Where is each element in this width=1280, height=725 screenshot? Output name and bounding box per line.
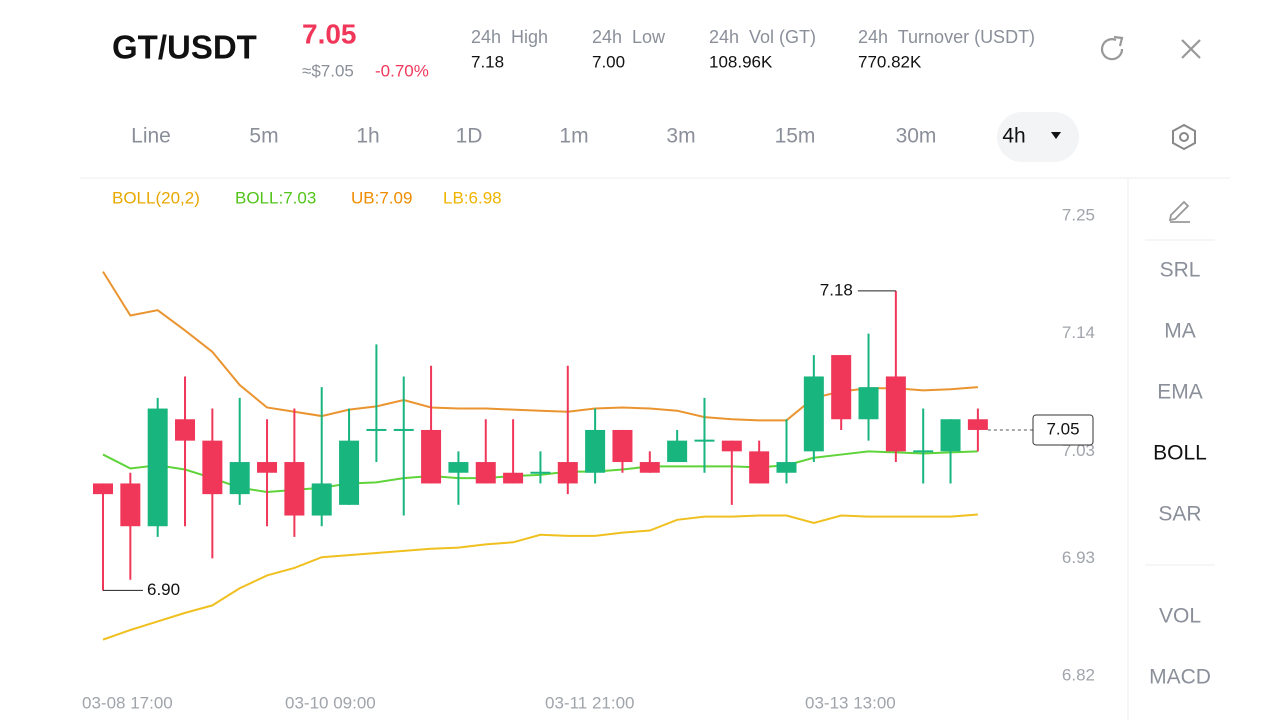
candle-body <box>202 440 223 495</box>
candle-body <box>229 462 250 495</box>
stat-label: 24h Vol (GT) <box>709 27 816 47</box>
legend-item: BOLL:7.03 <box>235 188 316 207</box>
y-tick-label: 6.82 <box>1062 665 1095 684</box>
y-tick-label: 7.14 <box>1062 323 1095 342</box>
x-tick-label: 03-08 17:00 <box>82 693 173 712</box>
stat-value: 108.96K <box>709 52 773 71</box>
candle-body <box>803 376 824 452</box>
candle-body <box>776 462 797 473</box>
timeframe[interactable]: 4h <box>1002 125 1025 148</box>
tool[interactable]: SRL <box>1160 259 1201 282</box>
timeframe[interactable]: 15m <box>775 125 816 148</box>
tool[interactable]: SAR <box>1158 503 1201 526</box>
x-tick-label: 03-11 21:00 <box>545 693 634 712</box>
candle-body <box>257 462 278 473</box>
candle-body <box>885 376 906 452</box>
last-price-box <box>1032 414 1094 446</box>
low-label: 6.90 <box>147 580 180 599</box>
band-line <box>102 513 978 641</box>
candle-body <box>530 471 551 474</box>
candle-body <box>967 419 988 430</box>
tool[interactable]: EMA <box>1157 381 1203 404</box>
candle-body <box>421 429 442 484</box>
price: 7.05 <box>302 18 357 49</box>
stat-label: 24h High <box>471 27 548 47</box>
candle-body <box>858 387 879 420</box>
stat-value: 7.18 <box>471 52 504 71</box>
stat-label: 24h Turnover (USDT) <box>858 27 1035 47</box>
candle-body <box>831 355 852 420</box>
candle-body <box>175 419 196 441</box>
candle-body <box>475 462 496 484</box>
candle-body <box>721 440 742 452</box>
change: -0.70% <box>375 61 429 80</box>
tool[interactable]: VOL <box>1159 605 1201 628</box>
tool[interactable]: MA <box>1164 320 1196 343</box>
timeframe[interactable]: 1h <box>356 125 379 148</box>
timeframe[interactable]: 3m <box>666 125 695 148</box>
candle-body <box>503 472 524 484</box>
timeframe[interactable]: 1D <box>456 125 483 148</box>
candle-body <box>667 440 688 463</box>
last-price-label: 7.05 <box>1046 419 1079 438</box>
tool[interactable]: MACD <box>1149 666 1211 689</box>
plot: 7.18 6.90 <box>93 271 988 641</box>
candle-body <box>913 450 934 453</box>
candle-body <box>311 483 332 516</box>
x-tick-label: 03-13 13:00 <box>805 693 896 712</box>
dropdown-arrow <box>1051 132 1061 139</box>
active-pill <box>997 112 1079 162</box>
close-icon[interactable] <box>1181 39 1201 59</box>
y-tick-label: 6.93 <box>1062 548 1095 567</box>
candle-body <box>612 429 633 463</box>
y-tick-label: 7.03 <box>1062 441 1095 460</box>
refresh-icon[interactable] <box>1100 35 1124 61</box>
legend-item: BOLL(20,2) <box>112 188 200 207</box>
settings-icon[interactable] <box>1172 123 1196 151</box>
timeframe[interactable]: Line <box>131 125 171 148</box>
stat-value: 770.82K <box>858 52 922 71</box>
candle-body <box>339 440 360 505</box>
x-tick-label: 03-10 09:00 <box>285 693 376 712</box>
candle-body <box>448 462 469 473</box>
candle-body <box>557 462 578 484</box>
high-label: 7.18 <box>820 280 853 299</box>
legend-item: LB:6.98 <box>443 188 502 207</box>
pair: GT/USDT <box>112 29 257 66</box>
y-tick-label: 7.25 <box>1062 205 1095 224</box>
candle-body <box>147 408 168 527</box>
draw-icon[interactable] <box>1168 200 1190 223</box>
candle-body <box>749 451 770 484</box>
candle-body <box>366 428 387 431</box>
candle-body <box>940 419 961 452</box>
usd-price: ≈$7.05 <box>302 61 354 80</box>
tool[interactable]: BOLL <box>1153 442 1207 465</box>
timeframe[interactable]: 30m <box>896 125 937 148</box>
legend-item: UB:7.09 <box>351 188 412 207</box>
candle-body <box>120 483 141 527</box>
candle-body <box>585 429 606 473</box>
stat-label: 24h Low <box>592 27 666 47</box>
candle-body <box>694 439 715 442</box>
candle-body <box>393 428 414 431</box>
candle-body <box>284 462 305 516</box>
candle-body <box>93 483 113 495</box>
stat-value: 7.00 <box>592 52 625 71</box>
candle-body <box>639 462 660 473</box>
timeframe[interactable]: 1m <box>559 125 588 148</box>
timeframe[interactable]: 5m <box>249 125 278 148</box>
